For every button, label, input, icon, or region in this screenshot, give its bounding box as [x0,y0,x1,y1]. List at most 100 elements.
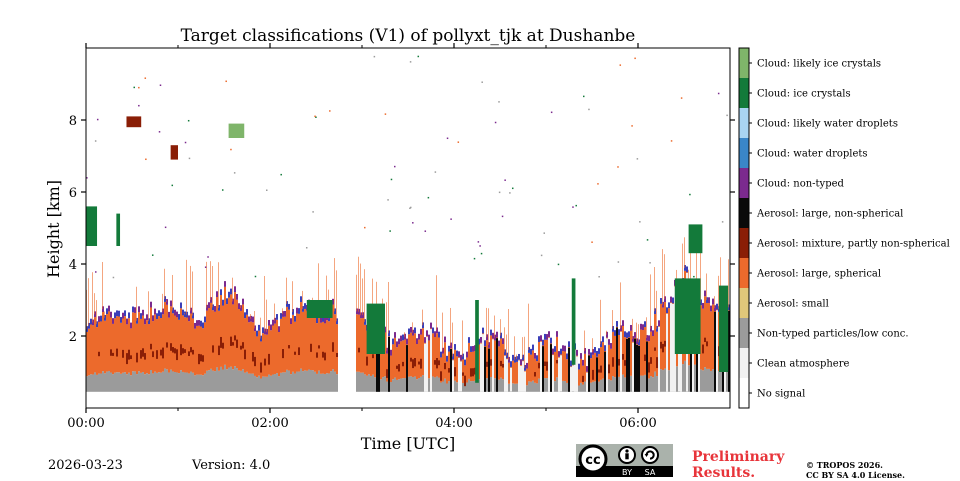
legend-label: Non-typed particles/low conc. [757,329,909,340]
layer-top-edge [592,349,594,355]
aerosol-mixture-patch [474,367,476,375]
layer-top-edge [702,302,704,309]
aerosol-large-spherical-column [408,334,410,377]
aerosol-lowconc-column [276,373,278,392]
aerosol-large-spherical-column [444,342,446,379]
sparse-signal-point [427,196,430,199]
layer-top-edge [100,315,102,322]
layer-top-edge [618,329,620,335]
legend-label: Cloud: non-typed [757,179,845,190]
aerosol-lowconc-column [466,382,468,392]
layer-top-edge [546,334,548,340]
aerosol-mixture-patch [544,361,546,367]
sparse-signal-point [480,252,483,255]
aerosol-large-spherical-column [414,333,416,377]
aerosol-lowconc-column [390,382,392,392]
aerosol-lowconc-column [528,381,530,392]
aerosol-mixture-patch [648,362,650,373]
aerosol-lowconc-column [178,373,180,392]
aerosol-lowconc-column [446,383,448,392]
aerosol-large-spherical-column [440,357,442,383]
sparse-signal-point [511,187,514,190]
aerosol-large-spherical-column [446,361,448,384]
aerosol-large-spherical-column [232,304,234,370]
layer-top-edge [320,317,322,323]
aerosol-lowconc-column [108,370,110,392]
aerosol-mixture-patch [600,365,602,373]
layer-top-edge [576,349,578,356]
aerosol-large-spherical-column [386,353,388,382]
aerosol-large-spherical-column [212,310,214,371]
aerosol-sparse-speckle [376,281,377,325]
layer-top-edge [248,316,250,323]
layer-top-edge [398,338,400,345]
legend-swatch [739,348,749,378]
aerosol-large-spherical-column [216,297,218,368]
aerosol-lowconc-column [624,377,626,392]
aerosol-mixture-patch [644,354,646,361]
aerosol-mixture-patch [454,367,456,377]
aerosol-lowconc-column [396,379,398,392]
clean-atmosphere-streak [510,367,512,392]
clean-atmosphere-streak [672,303,674,392]
layer-top-edge [400,335,402,342]
aerosol-lowconc-column [174,372,176,392]
aerosol-mixture-patch [184,349,186,353]
layer-top-edge [242,298,244,305]
aerosol-large-spherical-column [412,335,414,378]
aerosol-lowconc-column [640,375,642,392]
layer-top-edge [122,312,124,319]
clean-atmosphere-streak [576,356,578,392]
layer-top-edge [316,317,318,324]
aerosol-large-nonspherical-streak [542,346,544,392]
legend-swatch [739,78,749,108]
layer-top-edge [270,324,272,331]
aerosol-lowconc-column [380,379,382,392]
aerosol-mixture-patch [244,349,246,360]
aerosol-mixture-patch [624,360,626,366]
aerosol-large-spherical-column [394,337,396,378]
aerosol-mixture-patch [240,345,242,350]
sparse-signal-point [409,61,412,63]
copyright-line-1: © TROPOS 2026. [806,460,883,470]
aerosol-large-spherical-column [384,332,386,377]
aerosol-lowconc-column [600,379,602,392]
aerosol-lowconc-column [292,371,294,392]
aerosol-large-spherical-column [428,340,430,379]
sparse-signal-point [457,141,460,143]
aerosol-sparse-speckle [662,249,663,305]
sparse-signal-point [417,55,420,58]
legend-label: No signal [757,389,805,400]
layer-top-edge [178,314,180,320]
aerosol-lowconc-column [154,371,156,392]
aerosol-sparse-speckle [334,258,335,312]
aerosol-mixture-patch [656,357,658,369]
layer-top-edge [152,315,154,322]
aerosol-sparse-speckle [404,332,405,337]
aerosol-large-spherical-column [712,304,714,370]
aerosol-lowconc-column [102,371,104,392]
aerosol-lowconc-column [228,367,230,392]
clean-atmosphere-streak [480,343,482,392]
aerosol-sparse-speckle [706,273,707,301]
aerosol-lowconc-column [394,377,396,392]
aerosol-lowconc-column [244,372,246,392]
aerosol-sparse-speckle [360,263,361,316]
aerosol-large-spherical-column [536,361,538,384]
layer-top-edge [630,324,632,331]
sparse-signal-point [133,86,135,89]
aerosol-large-spherical-column [150,307,152,370]
aerosol-lowconc-column [478,379,480,392]
aerosol-lowconc-column [200,374,202,392]
cloud-feature-cloud-ice [86,206,98,246]
aerosol-mixture-patch [166,342,168,348]
layer-top-edge [484,340,486,347]
cloud-feature-aer-mixture [126,116,142,128]
aerosol-large-spherical-column [276,319,278,374]
aerosol-mixture-patch [218,345,220,356]
legend-swatch [739,258,749,288]
aerosol-mixture-patch [546,361,548,371]
clean-atmosphere-streak [524,371,526,392]
layer-top-edge [432,327,434,334]
aerosol-lowconc-column [512,383,514,392]
